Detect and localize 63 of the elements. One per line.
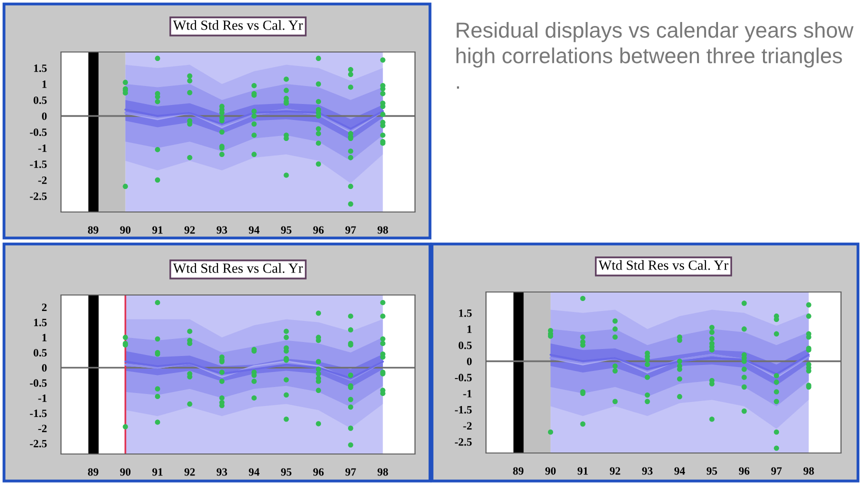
x-tick-label: 92 bbox=[610, 467, 620, 475]
x-tick-label: 91 bbox=[152, 226, 163, 234]
y-tick-label: 1.5 bbox=[459, 309, 472, 317]
x-tick-label: 95 bbox=[281, 226, 292, 234]
x-tick-label: 92 bbox=[184, 226, 195, 234]
y-tick-label: -1 bbox=[38, 144, 47, 152]
y-tick-label: 2 bbox=[42, 304, 47, 311]
x-tick-label: 89 bbox=[513, 467, 524, 475]
x-tick-label: 90 bbox=[120, 226, 130, 234]
x-tick-label: 97 bbox=[345, 468, 356, 476]
x-tick-label: 92 bbox=[184, 468, 195, 476]
x-tick-label: 95 bbox=[706, 467, 718, 475]
text: Residual displays vs calendar years show high correlations between three triangles bbox=[456, 22, 854, 68]
x-tick-label: 89 bbox=[88, 226, 98, 234]
y-tick-label: 1.5 bbox=[34, 318, 47, 326]
x-tick-label: 90 bbox=[120, 468, 130, 476]
x-tick-label: 91 bbox=[578, 467, 588, 475]
x-tick-label: 96 bbox=[738, 467, 750, 475]
x-tick-label: 94 bbox=[248, 226, 260, 234]
y-tick-label: -1.5 bbox=[454, 406, 472, 414]
x-tick-label: 98 bbox=[378, 468, 388, 476]
y-tick-label: 0.5 bbox=[34, 96, 47, 104]
chart-title: Wtd Std Res vs Cal. Yr bbox=[173, 263, 303, 273]
x-tick-label: 97 bbox=[771, 467, 782, 475]
x-tick-label: 98 bbox=[378, 226, 388, 234]
x-tick-label: 97 bbox=[345, 226, 356, 234]
x-tick-label: 96 bbox=[313, 226, 324, 234]
y-tick-label: -2.5 bbox=[454, 438, 472, 446]
y-tick-label: 0.5 bbox=[458, 342, 472, 350]
y-tick-label: -0.5 bbox=[30, 128, 47, 136]
y-tick-label: -0.5 bbox=[30, 379, 47, 387]
y-tick-label: 0 bbox=[42, 112, 47, 120]
x-tick-label: 90 bbox=[545, 467, 556, 475]
chart-title: Wtd Std Res vs Cal. Yr bbox=[173, 20, 303, 30]
x-tick-label: 91 bbox=[152, 468, 163, 476]
y-tick-label: 0.5 bbox=[34, 349, 47, 357]
y-tick-label: -2 bbox=[463, 422, 472, 430]
x-tick-label: 96 bbox=[313, 468, 324, 476]
y-tick-label: -1 bbox=[38, 394, 47, 402]
chart-title: Wtd Std Res vs Cal. Yr bbox=[598, 260, 728, 270]
x-tick-label: 93 bbox=[216, 226, 228, 234]
y-tick-label: -1.5 bbox=[30, 410, 47, 418]
y-tick-label: 1 bbox=[42, 334, 47, 342]
y-tick-label: -0.5 bbox=[454, 374, 472, 382]
y-tick-label: -2 bbox=[38, 176, 47, 184]
x-tick-label: 94 bbox=[674, 467, 685, 475]
y-tick-label: 1 bbox=[42, 80, 47, 88]
y-tick-label: -1 bbox=[463, 390, 472, 398]
y-tick-label: 0 bbox=[42, 364, 47, 372]
y-tick-label: -2.5 bbox=[30, 192, 47, 200]
x-tick-label: 95 bbox=[281, 468, 292, 476]
y-tick-label: -2 bbox=[38, 424, 47, 432]
x-tick-label: 98 bbox=[803, 467, 814, 475]
x-tick-label: 94 bbox=[248, 468, 260, 476]
y-tick-label: -1.5 bbox=[30, 160, 47, 168]
x-tick-label: 93 bbox=[216, 468, 228, 476]
x-tick-label: 93 bbox=[642, 467, 653, 475]
y-tick-label: 1 bbox=[467, 326, 472, 333]
y-tick-label: 0 bbox=[466, 358, 472, 366]
x-tick-label: 89 bbox=[88, 468, 98, 476]
text: . bbox=[456, 86, 460, 89]
y-tick-label: 1.5 bbox=[34, 64, 47, 72]
y-tick-label: -2.5 bbox=[30, 440, 47, 448]
